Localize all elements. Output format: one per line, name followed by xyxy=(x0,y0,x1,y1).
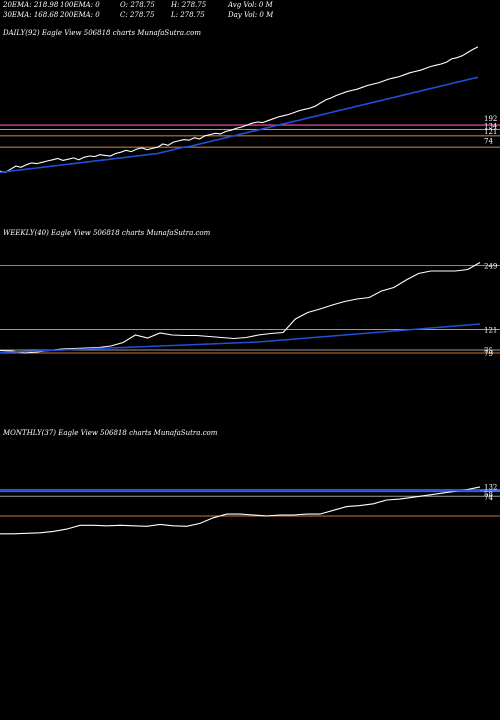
ema30-stat: 30EMA: 168.68 xyxy=(3,11,59,19)
tick-label-0-1: 134 xyxy=(484,122,498,130)
series-line-1-0 xyxy=(0,262,481,354)
tick-label-1-0: 249 xyxy=(484,263,497,271)
weekly-panel-title: WEEKLY(40) Eagle View 506818 charts Muna… xyxy=(3,229,211,237)
dayvol-stat: Day Vol: 0 M xyxy=(228,11,274,19)
daily-panel-title: DAILY(92) Eagle View 506818 charts Munaf… xyxy=(3,29,202,37)
stats-block: 20EMA: 218.98 100EMA: 0 O: 278.75 H: 278… xyxy=(3,1,273,100)
tick-label-2-0: 132 xyxy=(484,484,497,492)
ema100-stat: 100EMA: 0 xyxy=(60,1,100,9)
low-stat: L: 278.75 xyxy=(171,11,205,19)
monthly-panel-title: MONTHLY(37) Eagle View 506818 charts Mun… xyxy=(3,429,218,437)
tick-label-1-1: 121 xyxy=(484,327,497,335)
high-stat: H: 278.75 xyxy=(171,1,207,9)
tick-label-0-3: 74 xyxy=(484,138,493,146)
open-stat: O: 278.75 xyxy=(120,1,155,9)
series-line-2-0 xyxy=(0,486,481,535)
series-line-0-0 xyxy=(0,46,479,173)
series-line-0-1 xyxy=(0,76,479,174)
tick-label-2-1: 58 xyxy=(484,490,493,498)
ema200-stat: 200EMA: 0 xyxy=(60,11,100,19)
series-line-1-1 xyxy=(0,323,481,354)
ema20-stat: 20EMA: 218.98 xyxy=(3,1,59,9)
avgvol-stat: Avg Vol: 0 M xyxy=(228,1,273,9)
tick-label-0-0: 192 xyxy=(484,115,497,123)
tick-label-0-2: 121 xyxy=(484,128,497,136)
tick-label-1-2: 75 xyxy=(484,347,493,355)
tick-label-2-2: 74 xyxy=(484,494,493,502)
close-stat: C: 278.75 xyxy=(120,11,155,19)
tick-label-1-3: 79 xyxy=(484,350,493,358)
